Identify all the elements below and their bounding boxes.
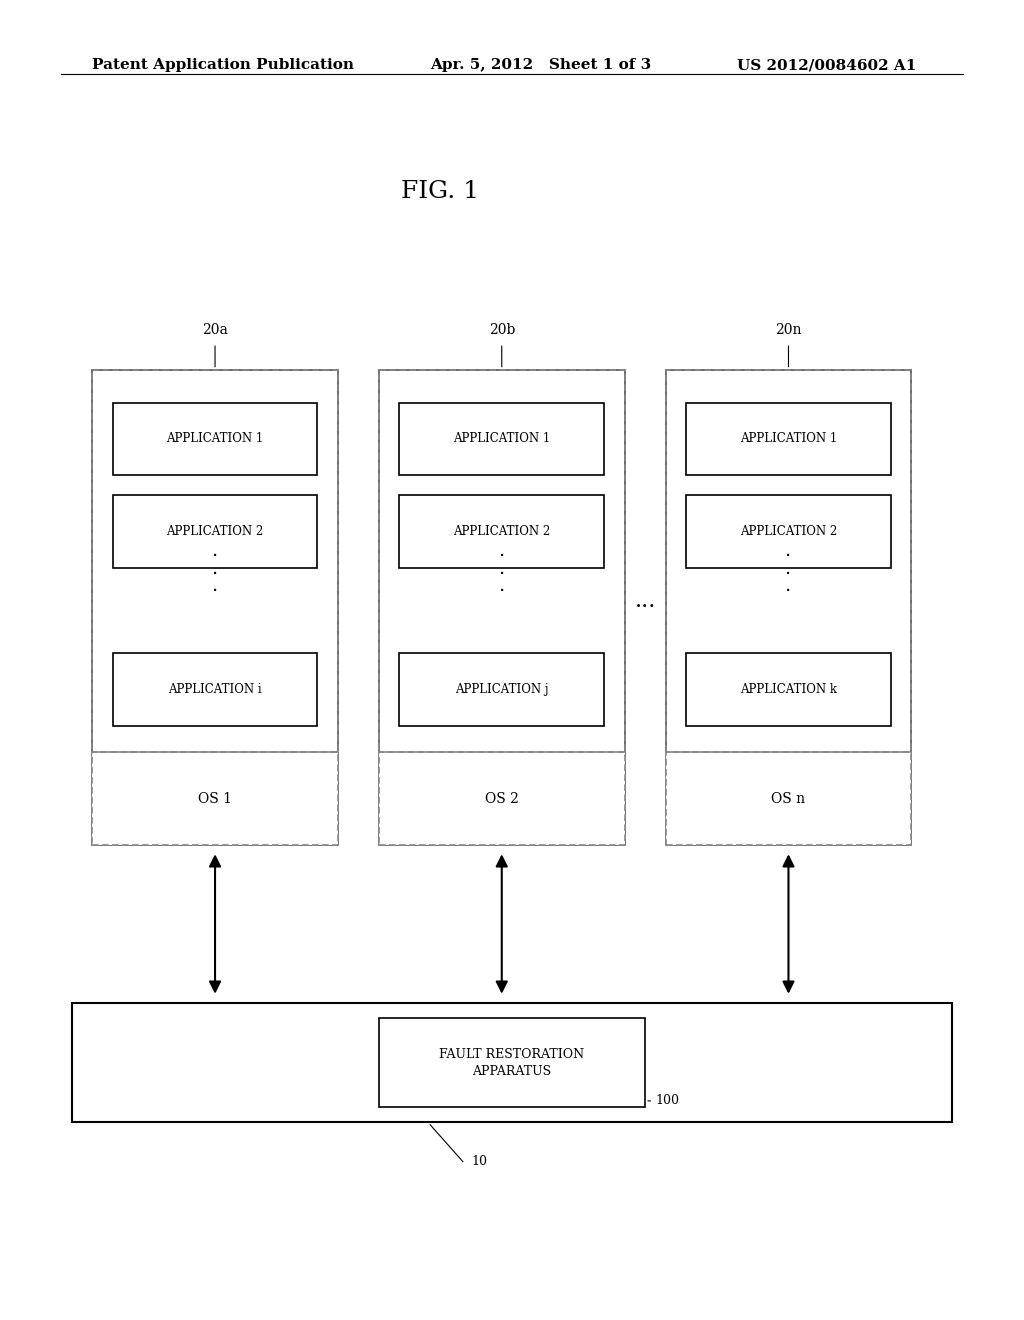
Text: APPLICATION 1: APPLICATION 1 (740, 433, 837, 445)
Text: 100: 100 (655, 1094, 679, 1107)
Bar (113, 495, 317, 568)
Bar (399, 403, 604, 475)
Text: FIG. 1: FIG. 1 (401, 180, 479, 203)
Bar (92, 370, 338, 845)
Bar (379, 752, 625, 845)
Bar (72, 1003, 952, 1122)
Bar (92, 752, 338, 845)
Text: APPLICATION 1: APPLICATION 1 (167, 433, 263, 445)
Bar (686, 403, 891, 475)
Text: OS n: OS n (771, 792, 806, 805)
Text: OS 1: OS 1 (198, 792, 232, 805)
Text: FAULT RESTORATION
APPARATUS: FAULT RESTORATION APPARATUS (439, 1048, 585, 1077)
Bar (666, 370, 911, 845)
Text: ·
·
·: · · · (212, 548, 218, 601)
Text: APPLICATION 1: APPLICATION 1 (454, 433, 550, 445)
Bar (399, 653, 604, 726)
Text: APPLICATION 2: APPLICATION 2 (740, 525, 837, 537)
Text: 10: 10 (471, 1155, 487, 1168)
Text: OS 2: OS 2 (484, 792, 519, 805)
Text: APPLICATION j: APPLICATION j (455, 684, 549, 696)
Text: ···: ··· (635, 597, 655, 618)
Bar (113, 653, 317, 726)
Bar (379, 370, 625, 845)
Text: 20n: 20n (775, 322, 802, 337)
Bar (399, 495, 604, 568)
Text: Apr. 5, 2012   Sheet 1 of 3: Apr. 5, 2012 Sheet 1 of 3 (430, 58, 651, 73)
Text: US 2012/0084602 A1: US 2012/0084602 A1 (737, 58, 916, 73)
Bar (379, 370, 625, 845)
Text: APPLICATION 2: APPLICATION 2 (454, 525, 550, 537)
Bar (379, 1018, 645, 1107)
Text: APPLICATION k: APPLICATION k (740, 684, 837, 696)
Bar (113, 403, 317, 475)
Text: Patent Application Publication: Patent Application Publication (92, 58, 354, 73)
Text: APPLICATION i: APPLICATION i (168, 684, 262, 696)
Text: 20b: 20b (488, 322, 515, 337)
Text: ·
·
·: · · · (785, 548, 792, 601)
Text: APPLICATION 2: APPLICATION 2 (167, 525, 263, 537)
Bar (92, 370, 338, 845)
Bar (686, 495, 891, 568)
Text: ·
·
·: · · · (499, 548, 505, 601)
Bar (666, 752, 911, 845)
Bar (686, 653, 891, 726)
Text: 20a: 20a (202, 322, 228, 337)
Bar (666, 370, 911, 845)
